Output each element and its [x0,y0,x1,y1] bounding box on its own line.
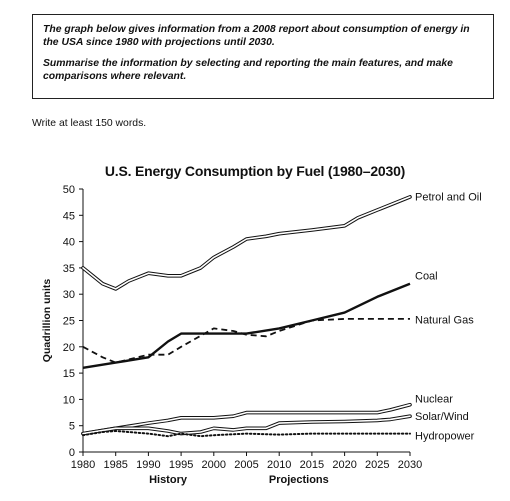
y-tick-label: 10 [63,394,75,406]
y-tick-label: 40 [63,237,75,249]
series-label-hydropower: Hydropower [415,431,475,443]
y-tick-label: 35 [63,263,75,275]
series-line-hydropower [82,429,411,438]
y-tick-label: 15 [63,368,75,380]
x-tick-label: 2030 [398,459,422,471]
series-line-inner-solar-wind [82,415,411,435]
x-tick-label: 1985 [103,459,127,471]
task-paragraph-2: Summarise the information by selecting a… [43,58,453,82]
series-line-natural-gas [82,317,410,364]
series-line-inner-nuclear [82,403,411,435]
x-tick-label: 2020 [332,459,356,471]
x-tick-label: 2015 [300,459,324,471]
y-tick-label: 20 [63,342,75,354]
x-tick-label: 2000 [202,459,226,471]
series-label-coal: Coal [415,270,438,282]
task-prompt-box: The graph below gives information from a… [32,14,494,99]
x-tick-label: 1990 [136,459,160,471]
x-tick-label: 2025 [365,459,389,471]
chart-title: U.S. Energy Consumption by Fuel (1980–20… [104,163,406,179]
y-axis-label: Quadrillion units [41,279,53,363]
y-tick-label: 25 [63,316,75,328]
series-label-natural-gas: Natural Gas [415,314,474,326]
y-tick-label: 30 [63,289,75,301]
series-line-inner-petrol-and-oil [82,196,411,290]
series-line-coal [82,282,411,369]
y-tick-label: 0 [69,447,75,459]
y-tick-label: 5 [69,421,75,433]
y-tick-label: 45 [63,210,75,222]
x-tick-label: 2005 [234,459,258,471]
y-tick-label: 50 [63,184,75,196]
x-tick-label: 1995 [169,459,193,471]
x-tick-label: 2010 [267,459,291,471]
series-label-solar-wind: Solar/Wind [415,411,469,423]
task-paragraph-1: The graph below gives information from a… [43,24,470,48]
series-label-petrol-and-oil: Petrol and Oil [415,191,482,203]
x-annotation-history: History [149,474,188,486]
series-label-nuclear: Nuclear [415,393,453,405]
x-annotation-projections: Projections [269,474,329,486]
word-count-instruction: Write at least 150 words. [32,118,147,129]
x-tick-label: 1980 [71,459,95,471]
series-line-petrol-and-oil [81,195,412,291]
